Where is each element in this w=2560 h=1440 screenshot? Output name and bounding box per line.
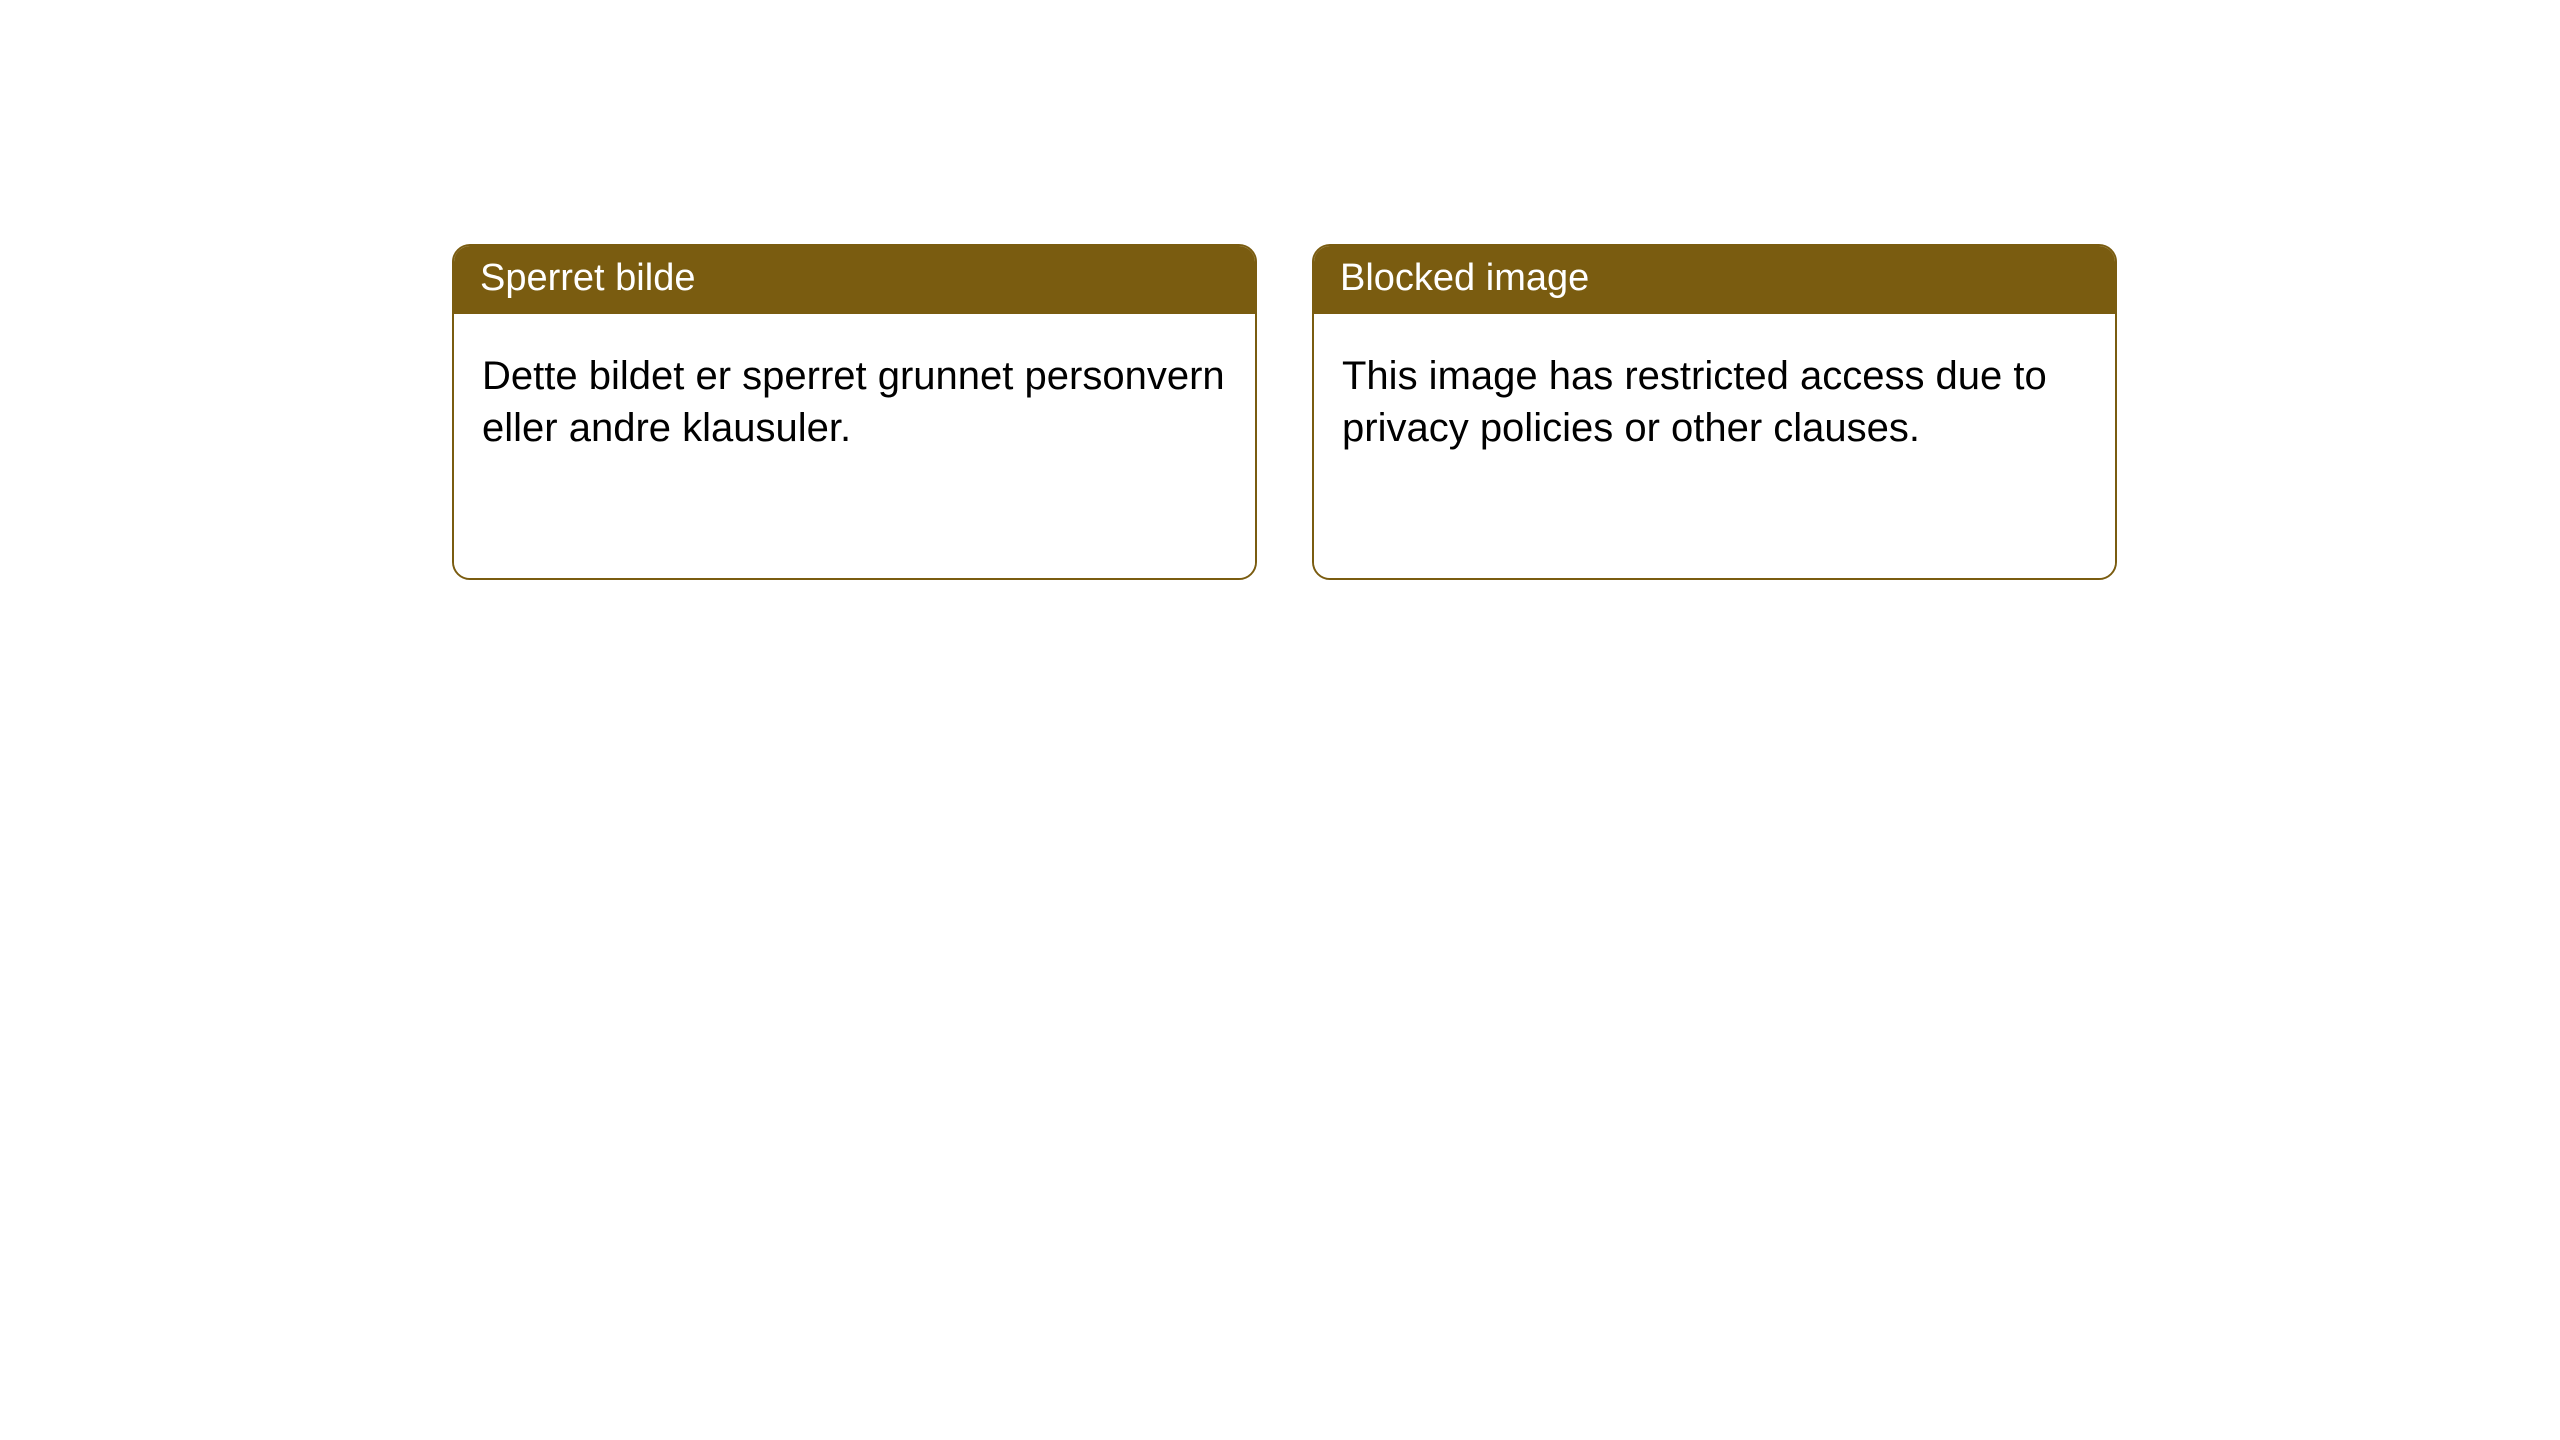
card-title: Sperret bilde [480,257,695,299]
card-header: Blocked image [1314,246,2115,314]
notice-card-english: Blocked image This image has restricted … [1312,244,2117,580]
notice-container: Sperret bilde Dette bildet er sperret gr… [0,0,2560,580]
card-header: Sperret bilde [454,246,1255,314]
card-message: This image has restricted access due to … [1342,354,2047,450]
notice-card-norwegian: Sperret bilde Dette bildet er sperret gr… [452,244,1257,580]
card-message: Dette bildet er sperret grunnet personve… [482,354,1225,450]
card-body: This image has restricted access due to … [1314,314,2115,578]
card-title: Blocked image [1340,257,1589,299]
card-body: Dette bildet er sperret grunnet personve… [454,314,1255,578]
